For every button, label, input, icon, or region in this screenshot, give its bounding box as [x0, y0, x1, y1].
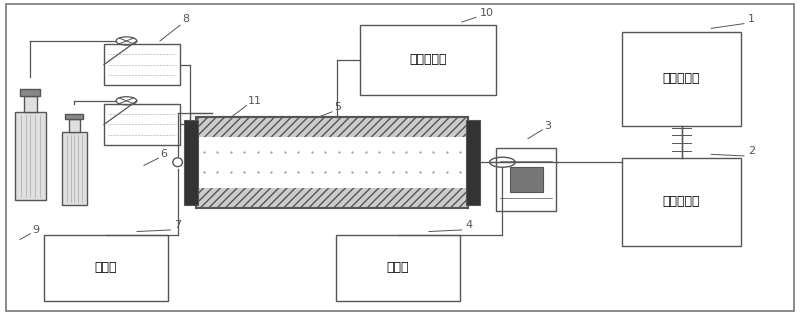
Bar: [196, 117, 468, 208]
Text: 10: 10: [480, 8, 494, 18]
Text: 激光控制器: 激光控制器: [663, 195, 700, 208]
Text: 11: 11: [248, 96, 262, 106]
Text: 2: 2: [748, 146, 755, 156]
Bar: [196, 117, 468, 137]
Bar: [20, 89, 41, 96]
Bar: [466, 120, 480, 205]
Bar: [510, 167, 542, 192]
Text: 波长计: 波长计: [386, 261, 410, 274]
Bar: [62, 132, 87, 205]
Text: 3: 3: [544, 121, 551, 131]
Bar: [44, 235, 168, 301]
Bar: [360, 25, 496, 94]
Text: 5: 5: [334, 102, 342, 112]
Bar: [184, 120, 198, 205]
Bar: [23, 96, 38, 112]
Text: 示波器: 示波器: [94, 261, 118, 274]
Bar: [622, 32, 741, 126]
Text: 8: 8: [182, 14, 190, 24]
Bar: [66, 114, 83, 119]
Bar: [104, 104, 180, 145]
Text: 7: 7: [174, 220, 182, 230]
Bar: [196, 188, 468, 208]
Text: 4: 4: [466, 220, 473, 230]
Bar: [496, 148, 556, 211]
Text: 1: 1: [748, 14, 755, 24]
Text: 6: 6: [160, 149, 167, 159]
Bar: [196, 117, 468, 208]
Bar: [104, 44, 180, 85]
Bar: [622, 158, 741, 246]
Bar: [336, 235, 460, 301]
Text: 压力传感器: 压力传感器: [410, 53, 446, 66]
Bar: [15, 112, 46, 200]
Bar: [69, 119, 80, 132]
Text: 9: 9: [32, 225, 39, 235]
Text: 信号发生器: 信号发生器: [663, 72, 700, 85]
